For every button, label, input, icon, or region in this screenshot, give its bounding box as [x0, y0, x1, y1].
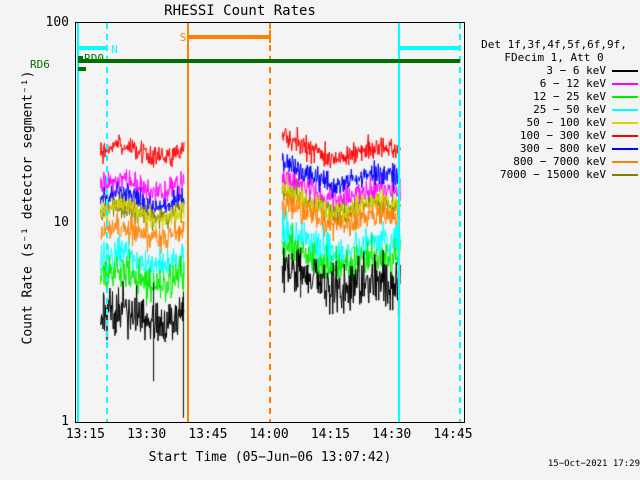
saa-bar-cap: [187, 30, 190, 43]
y-tick-label: 100: [45, 15, 69, 30]
legend-color-swatch: [612, 121, 638, 124]
legend-entry: 300 − 800 keV: [470, 142, 638, 155]
night-bar-left: [77, 46, 107, 50]
night-boundary-dashed-line: [105, 23, 108, 422]
x-tick-label: 14:30: [372, 427, 412, 442]
legend-entry: 7000 − 15000 keV: [470, 168, 638, 181]
saa-boundary-dashed-line: [269, 23, 271, 422]
legend-entry-label: 300 − 800 keV: [519, 142, 606, 155]
legend-entry-label: 100 − 300 keV: [519, 129, 606, 142]
legend-color-swatch: [612, 134, 638, 137]
night-boundary-dashed-line: [458, 23, 461, 422]
legend-entries: 3 − 6 keV 6 − 12 keV 12 − 25 keV 25 − 50 ke…: [470, 64, 638, 181]
legend-color-swatch: [612, 173, 638, 176]
night-bar-right: [398, 46, 460, 50]
legend-color-swatch: [612, 147, 638, 150]
legend: Det 1f,3f,4f,5f,6f,9f, FDecim 1, Att 0 3…: [470, 38, 638, 181]
legend-entry: 6 − 12 keV: [470, 77, 638, 90]
legend-header-decimation: FDecim 1, Att 0: [504, 51, 604, 64]
night-boundary-line: [397, 23, 400, 422]
legend-entry: 12 − 25 keV: [470, 90, 638, 103]
legend-entry: 50 − 100 keV: [470, 116, 638, 129]
legend-entry: 3 − 6 keV: [470, 64, 638, 77]
rd0-stub: [77, 56, 83, 60]
legend-entry: 100 − 300 keV: [470, 129, 638, 142]
y-tick-label: 1: [61, 414, 69, 429]
legend-entry-label: 800 − 7000 keV: [513, 155, 606, 168]
legend-entry-label: 3 − 6 keV: [546, 64, 606, 77]
legend-entry-label: 12 − 25 keV: [533, 90, 606, 103]
y-axis-label: Count Rate (s⁻¹ detector segment⁻¹): [20, 70, 36, 345]
saa-bar: [188, 35, 270, 39]
x-tick-label: 14:45: [433, 427, 473, 442]
y-tick-label: 10: [53, 214, 69, 230]
legend-entry: 25 − 50 keV: [470, 103, 638, 116]
legend-entry: 800 − 7000 keV: [470, 155, 638, 168]
legend-entry-label: 25 − 50 keV: [533, 103, 606, 116]
x-tick-label: 13:30: [127, 427, 167, 442]
saa-boundary-line: [187, 23, 190, 422]
saa-label: S: [179, 31, 187, 44]
legend-entry-label: 7000 − 15000 keV: [500, 168, 606, 181]
legend-color-swatch: [612, 160, 638, 163]
night-label: N: [111, 43, 118, 56]
rd-level-line: [77, 59, 460, 63]
night-boundary-line: [76, 23, 79, 422]
saa-bar-cap: [269, 30, 271, 43]
x-tick-label: 13:15: [65, 427, 105, 442]
legend-header-detectors: Det 1f,3f,4f,5f,6f,9f,: [481, 38, 627, 51]
x-tick-label: 14:00: [249, 427, 289, 442]
legend-color-swatch: [612, 82, 638, 85]
plot-area: N S RD0: [75, 22, 465, 423]
rd0-label: RD0: [84, 52, 105, 65]
rd6-label: RD6: [30, 58, 50, 71]
legend-entry-label: 50 − 100 keV: [526, 116, 606, 129]
render-timestamp: 15−Oct−2021 17:29: [547, 459, 640, 469]
x-tick-label: 14:15: [310, 427, 350, 442]
legend-color-swatch: [612, 69, 638, 72]
x-tick-label: 13:45: [188, 427, 228, 442]
legend-color-swatch: [612, 95, 638, 98]
legend-color-swatch: [612, 108, 638, 111]
x-axis-label: Start Time (05−Jun−06 13:07:42): [148, 450, 392, 465]
rd6-stub: [77, 67, 86, 71]
legend-entry-label: 6 − 12 keV: [539, 77, 606, 90]
page-title: RHESSI Count Rates: [164, 3, 316, 19]
